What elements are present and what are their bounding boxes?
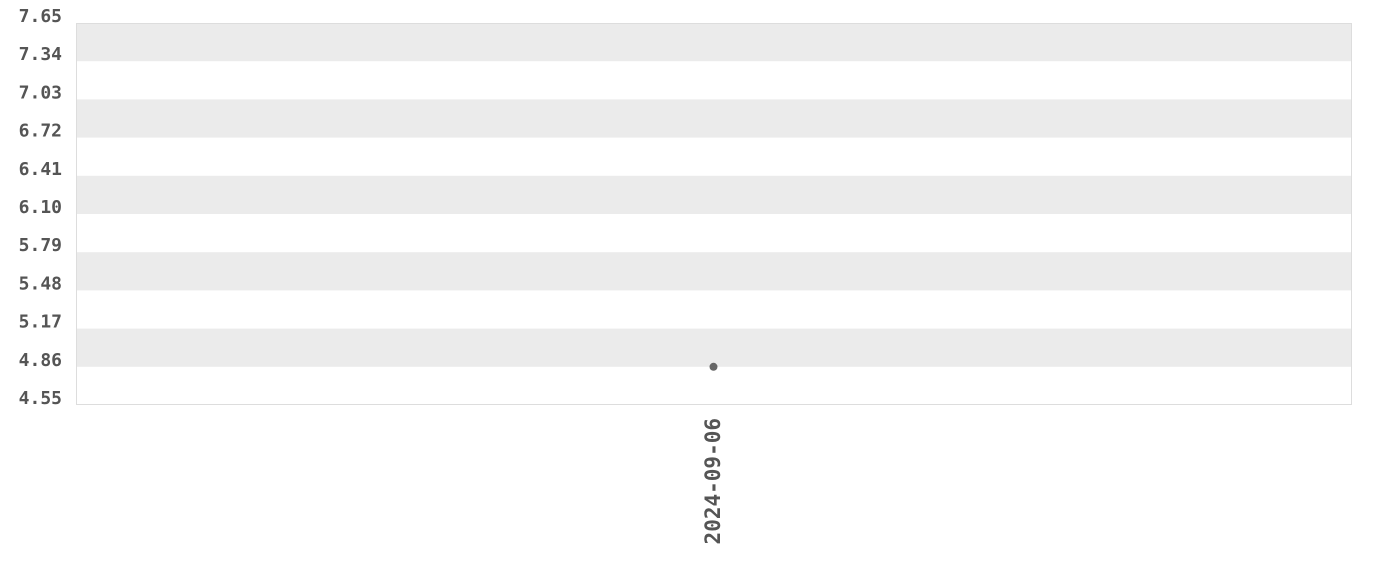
background-bands <box>76 23 1352 367</box>
grid-band <box>76 23 1352 62</box>
y-tick-label: 7.03 <box>19 82 62 103</box>
grid-band <box>76 99 1352 138</box>
y-tick-label: 5.79 <box>19 235 62 256</box>
data-point <box>709 362 718 371</box>
grid-band <box>76 175 1352 214</box>
y-tick-label: 7.34 <box>19 44 63 65</box>
x-tick-label: 2024-09-06 <box>701 418 725 544</box>
y-axis: 7.65 7.34 7.03 6.72 6.41 6.10 5.79 5.48 5.17 4.86… <box>19 6 63 409</box>
x-axis: 2024-09-06 <box>701 418 725 544</box>
y-tick-label: 4.55 <box>19 388 62 409</box>
y-tick-label: 4.86 <box>19 350 62 371</box>
y-tick-label: 6.72 <box>19 121 62 142</box>
grid-band <box>76 328 1352 367</box>
y-tick-label: 6.10 <box>19 197 62 218</box>
y-tick-label: 6.41 <box>19 159 62 180</box>
y-tick-label: 7.65 <box>19 6 62 27</box>
data-points <box>709 362 718 371</box>
y-tick-label: 5.48 <box>19 273 62 294</box>
grid-band <box>76 252 1352 291</box>
plot-border <box>76 23 1352 405</box>
y-tick-label: 5.17 <box>19 312 62 333</box>
